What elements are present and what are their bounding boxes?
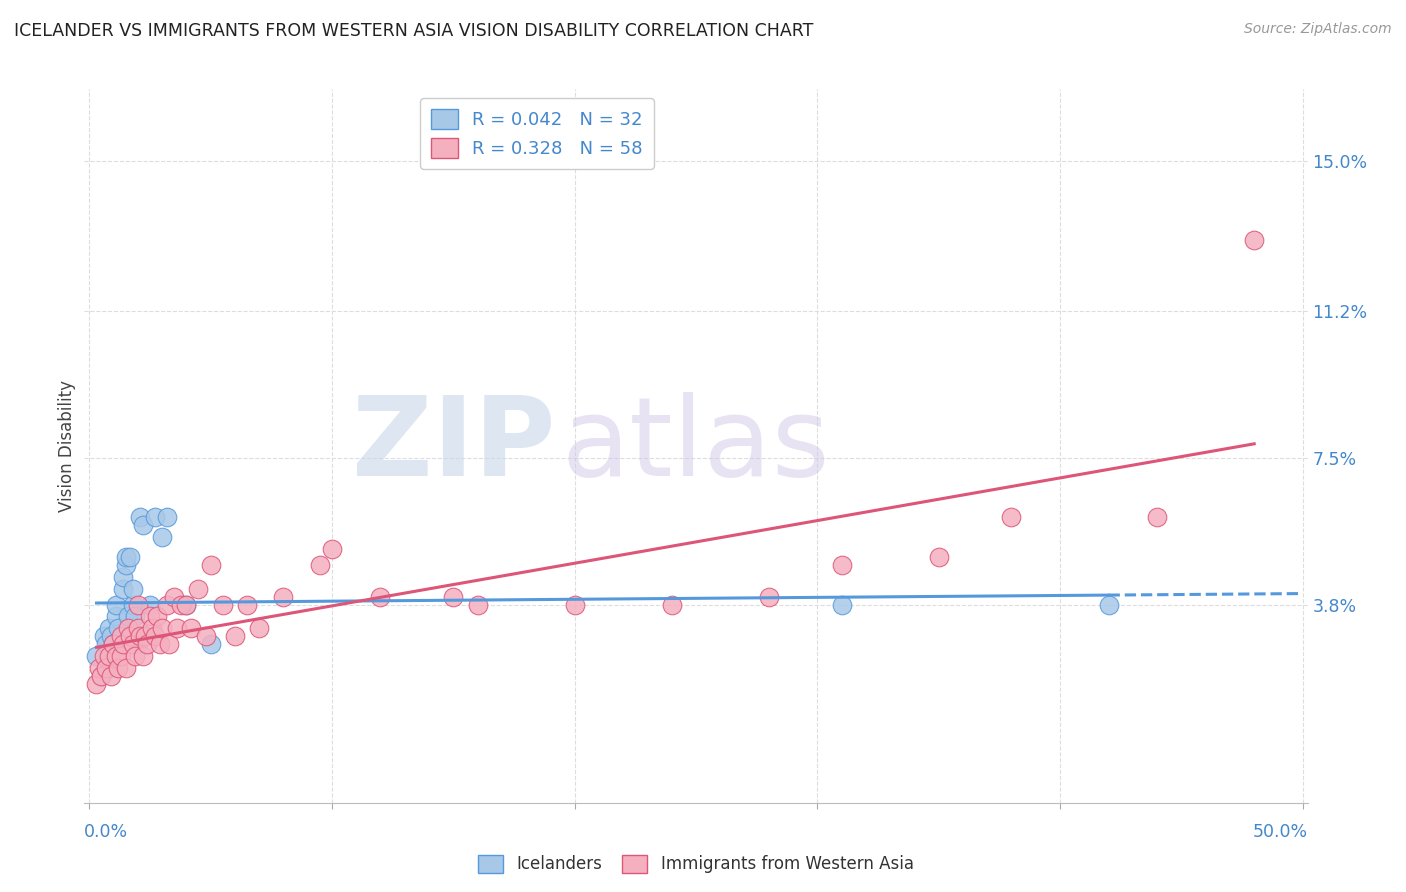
Point — [107, 661, 129, 675]
Point — [127, 637, 149, 651]
Point — [831, 598, 853, 612]
Point — [107, 621, 129, 635]
Point — [112, 570, 135, 584]
Text: Source: ZipAtlas.com: Source: ZipAtlas.com — [1244, 22, 1392, 37]
Point — [758, 590, 780, 604]
Point — [273, 590, 295, 604]
Text: 0.0%: 0.0% — [84, 822, 128, 840]
Point — [146, 609, 169, 624]
Point — [104, 598, 127, 612]
Point — [110, 629, 132, 643]
Point — [1146, 510, 1168, 524]
Point — [117, 609, 139, 624]
Text: ZIP: ZIP — [352, 392, 555, 500]
Point — [1000, 510, 1022, 524]
Point — [122, 582, 145, 596]
Point — [174, 598, 197, 612]
Point — [110, 649, 132, 664]
Point — [131, 649, 153, 664]
Point — [200, 637, 222, 651]
Point — [928, 549, 950, 564]
Point — [163, 590, 186, 604]
Point — [120, 549, 142, 564]
Point — [100, 629, 122, 643]
Point — [236, 598, 259, 612]
Point — [441, 590, 464, 604]
Point — [93, 629, 115, 643]
Point — [120, 629, 142, 643]
Point — [156, 510, 179, 524]
Text: atlas: atlas — [561, 392, 830, 500]
Point — [122, 598, 145, 612]
Point — [96, 661, 118, 675]
Point — [90, 669, 112, 683]
Point — [112, 582, 135, 596]
Point — [1243, 233, 1265, 247]
Point — [170, 598, 193, 612]
Point — [136, 637, 159, 651]
Point — [321, 542, 343, 557]
Point — [194, 629, 217, 643]
Point — [114, 661, 136, 675]
Point — [114, 549, 136, 564]
Point — [157, 637, 180, 651]
Point — [134, 629, 156, 643]
Point — [174, 598, 197, 612]
Point — [96, 637, 118, 651]
Point — [129, 510, 152, 524]
Point — [150, 530, 173, 544]
Point — [141, 621, 163, 635]
Point — [104, 609, 127, 624]
Legend: Icelanders, Immigrants from Western Asia: Icelanders, Immigrants from Western Asia — [471, 848, 921, 880]
Point — [139, 598, 162, 612]
Point — [86, 677, 108, 691]
Point — [211, 598, 233, 612]
Point — [224, 629, 246, 643]
Point — [131, 518, 153, 533]
Y-axis label: Vision Disability: Vision Disability — [58, 380, 76, 512]
Point — [127, 598, 149, 612]
Point — [143, 510, 166, 524]
Point — [127, 621, 149, 635]
Point — [200, 558, 222, 572]
Point — [661, 598, 683, 612]
Point — [370, 590, 392, 604]
Point — [100, 669, 122, 683]
Point — [156, 598, 179, 612]
Point — [103, 637, 125, 651]
Point — [143, 629, 166, 643]
Point — [97, 661, 120, 675]
Point — [97, 649, 120, 664]
Point — [1097, 598, 1119, 612]
Point — [87, 661, 110, 675]
Point — [467, 598, 489, 612]
Point — [129, 629, 152, 643]
Point — [97, 621, 120, 635]
Point — [103, 637, 125, 651]
Point — [166, 621, 188, 635]
Point — [139, 609, 162, 624]
Point — [247, 621, 270, 635]
Point — [187, 582, 209, 596]
Point — [150, 621, 173, 635]
Text: 50.0%: 50.0% — [1253, 822, 1308, 840]
Point — [114, 558, 136, 572]
Point — [110, 637, 132, 651]
Point — [564, 598, 586, 612]
Point — [308, 558, 330, 572]
Point — [122, 637, 145, 651]
Point — [117, 621, 139, 635]
Point — [124, 649, 146, 664]
Point — [93, 649, 115, 664]
Point — [831, 558, 853, 572]
Point — [124, 609, 146, 624]
Point — [104, 649, 127, 664]
Point — [112, 637, 135, 651]
Text: ICELANDER VS IMMIGRANTS FROM WESTERN ASIA VISION DISABILITY CORRELATION CHART: ICELANDER VS IMMIGRANTS FROM WESTERN ASI… — [14, 22, 814, 40]
Point — [180, 621, 202, 635]
Point — [90, 669, 112, 683]
Point — [86, 649, 108, 664]
Point — [149, 637, 172, 651]
